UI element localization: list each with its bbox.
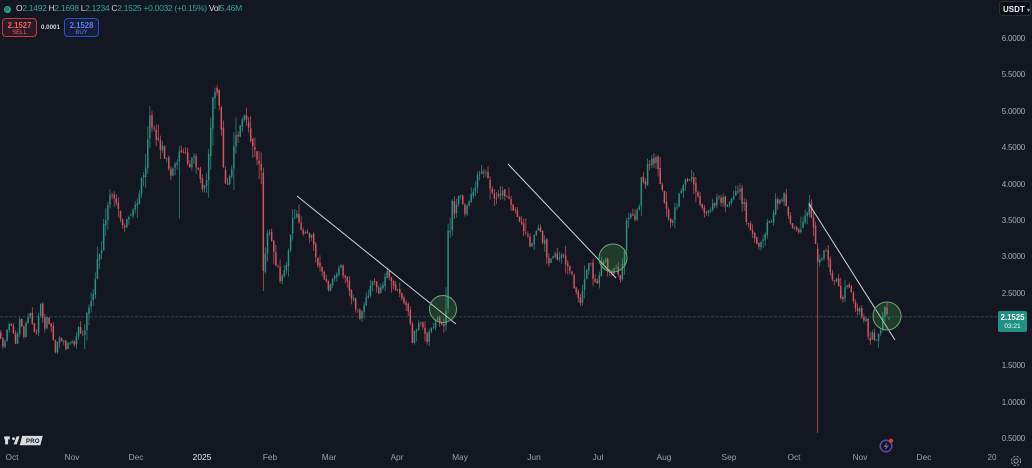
svg-text:PRO: PRO [26,439,40,445]
